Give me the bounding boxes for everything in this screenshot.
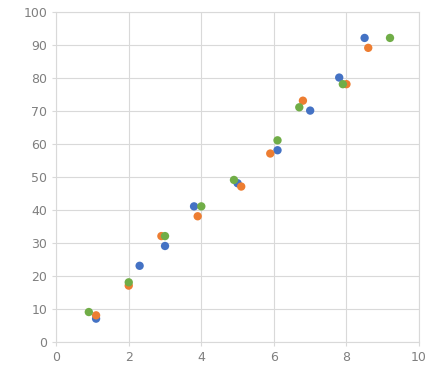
Series2 bbox=[158, 233, 165, 239]
Series2 bbox=[299, 98, 306, 104]
Series2 bbox=[343, 81, 350, 87]
Series1 bbox=[307, 108, 314, 114]
Series2 bbox=[194, 213, 201, 219]
Series3 bbox=[296, 104, 303, 110]
Series3 bbox=[340, 81, 346, 87]
Series1 bbox=[162, 243, 168, 249]
Series2 bbox=[365, 45, 372, 51]
Series3 bbox=[162, 233, 168, 239]
Series1 bbox=[274, 147, 281, 153]
Series2 bbox=[238, 184, 245, 190]
Series2 bbox=[267, 151, 274, 157]
Series1 bbox=[191, 203, 197, 209]
Series1 bbox=[361, 35, 368, 41]
Series2 bbox=[92, 312, 99, 318]
Series1 bbox=[336, 74, 343, 81]
Series3 bbox=[387, 35, 394, 41]
Series1 bbox=[234, 180, 241, 186]
Series2 bbox=[125, 283, 132, 289]
Series3 bbox=[231, 177, 238, 183]
Series1 bbox=[92, 316, 99, 322]
Series3 bbox=[274, 137, 281, 143]
Series3 bbox=[125, 279, 132, 285]
Series3 bbox=[198, 203, 205, 209]
Series1 bbox=[136, 263, 143, 269]
Series3 bbox=[86, 309, 92, 315]
